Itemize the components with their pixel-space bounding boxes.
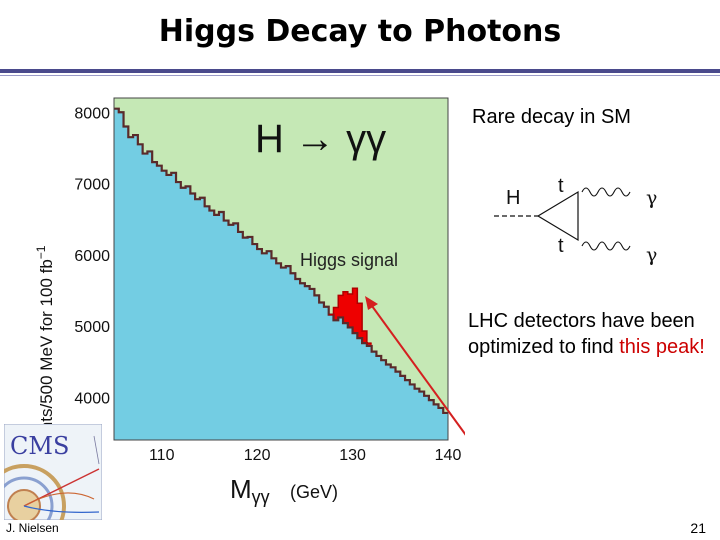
y-tick-label: 8000 (74, 105, 110, 122)
description-main: LHC detectors have been optimized to fin… (468, 310, 695, 358)
y-tick-label: 5000 (74, 319, 110, 336)
x-tick-label: 140 (435, 447, 462, 464)
top-label-1: t (558, 175, 564, 197)
page-number: 21 (690, 520, 706, 536)
slide-title: Higgs Decay to Photons (158, 14, 562, 49)
photon-label-1: γ (646, 187, 657, 209)
y-tick-label: 7000 (74, 177, 110, 194)
photon-label-2: γ (646, 244, 657, 266)
process-label: H → γγ (255, 117, 386, 161)
x-axis-label: Mγγ (230, 474, 270, 507)
cms-logo-text: CMS (10, 432, 69, 460)
photon-line-1 (581, 187, 631, 197)
x-tick-label: 110 (149, 447, 175, 464)
y-tick-label: 4000 (74, 390, 110, 407)
spectrum-outline (114, 107, 448, 415)
signal-label: Higgs signal (300, 250, 398, 270)
feynman-diagram: H t t γ γ (494, 175, 657, 266)
pointer-arrow (371, 305, 465, 436)
background-spectrum (114, 108, 448, 440)
description-text: LHC detectors have been optimized to fin… (468, 308, 708, 360)
rare-decay-text: Rare decay in SM (472, 106, 631, 128)
top-loop (536, 190, 579, 242)
x-axis-unit: (GeV) (290, 482, 338, 502)
plot-frame (113, 97, 449, 441)
higgs-signal-peak (328, 288, 372, 346)
description-highlight: this peak! (619, 336, 705, 358)
y-axis-label: Events/500 MeV for 100 fb−1 (34, 245, 56, 460)
title-rule (0, 69, 720, 73)
author-footer: J. Nielsen (6, 521, 59, 535)
mass-spectrum-chart: Events/500 MeV for 100 fb−1 110 120 130 140… (34, 97, 465, 507)
x-tick-label: 130 (339, 447, 366, 464)
signal-outline (328, 287, 372, 344)
top-label-2: t (558, 235, 564, 257)
photon-line-2 (581, 241, 631, 251)
title-rule-thin (0, 75, 720, 76)
y-tick-label: 6000 (74, 248, 110, 265)
cms-logo: CMS (4, 424, 102, 520)
x-tick-label: 120 (244, 447, 271, 464)
pointer-arrowhead (365, 296, 378, 310)
higgs-label: H (506, 187, 520, 209)
